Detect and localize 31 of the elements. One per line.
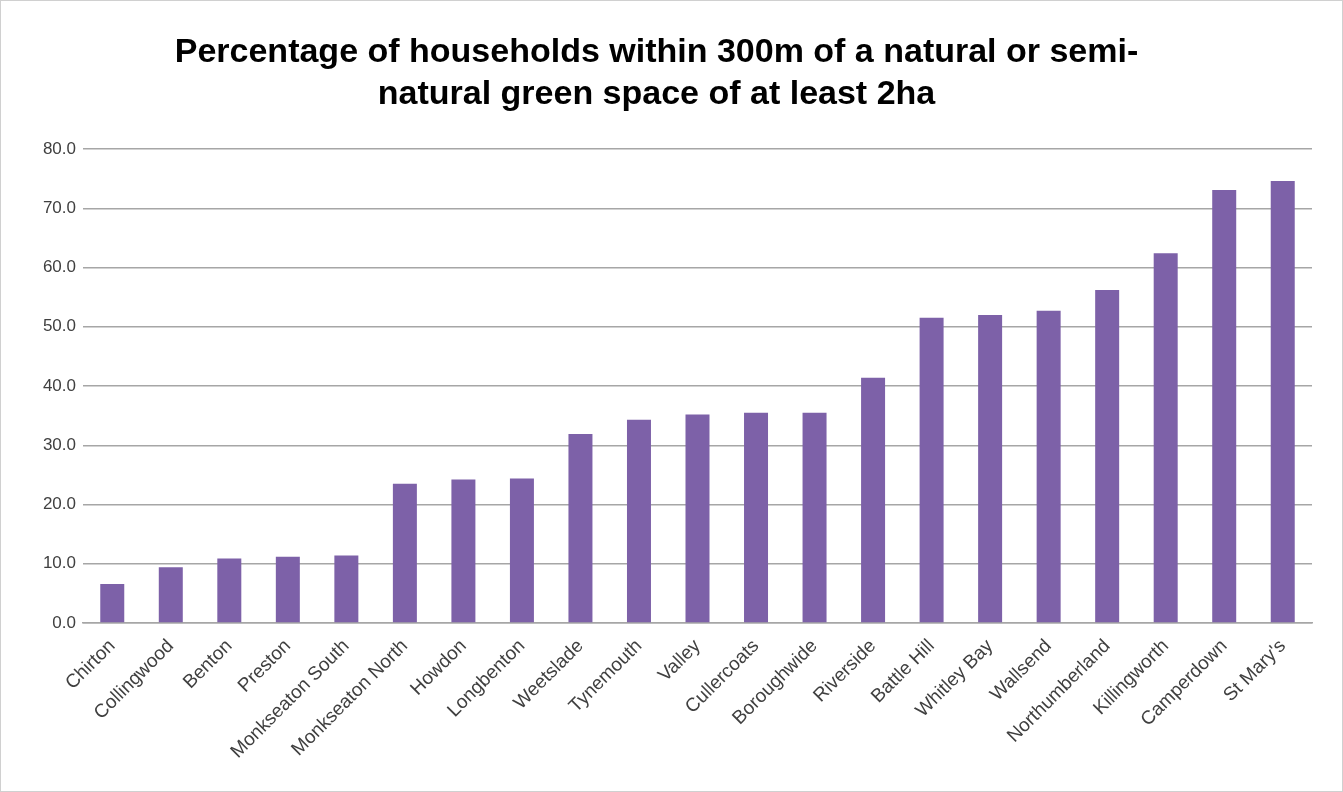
y-tick-label: 30.0 (42, 434, 76, 454)
bar (919, 317, 944, 623)
chart-title: Percentage of households within 300m of a natural or semi-natural green space of at least 2ha (174, 30, 1139, 112)
bar (861, 377, 886, 623)
bar (626, 419, 651, 623)
bar (158, 567, 183, 623)
bar (744, 412, 769, 623)
y-tick-label: 60.0 (42, 257, 76, 277)
y-tick-label: 40.0 (42, 375, 76, 395)
bar (568, 433, 593, 623)
y-tick-label: 80.0 (42, 138, 76, 158)
bar (334, 555, 359, 623)
bar (1212, 189, 1237, 623)
y-tick-label: 10.0 (42, 553, 76, 573)
bar (275, 556, 300, 623)
bar (685, 414, 710, 623)
bar (100, 583, 125, 623)
bar (1153, 253, 1178, 623)
bar (451, 479, 476, 623)
y-tick-label: 50.0 (42, 316, 76, 336)
bar (1270, 181, 1295, 623)
bar (1036, 310, 1061, 623)
bar (978, 314, 1003, 623)
bar (392, 483, 417, 623)
bar (509, 478, 534, 623)
y-tick-label: 70.0 (42, 197, 76, 217)
y-tick-label: 20.0 (42, 494, 76, 514)
bar (802, 412, 827, 623)
bar (1095, 290, 1120, 623)
bar (217, 558, 242, 623)
y-tick-label: 0.0 (52, 612, 76, 632)
